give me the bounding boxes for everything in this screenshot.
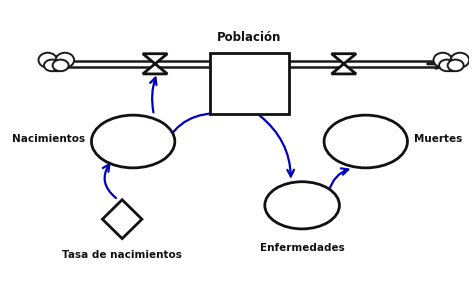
Ellipse shape bbox=[440, 56, 463, 71]
Ellipse shape bbox=[439, 60, 455, 71]
Text: Nacimientos: Nacimientos bbox=[12, 134, 85, 144]
Ellipse shape bbox=[451, 53, 469, 68]
Polygon shape bbox=[143, 64, 167, 74]
Text: Población: Población bbox=[217, 31, 282, 44]
Circle shape bbox=[324, 115, 408, 168]
Ellipse shape bbox=[45, 56, 67, 71]
Ellipse shape bbox=[53, 60, 69, 71]
Ellipse shape bbox=[44, 60, 60, 71]
Text: Tasa de nacimientos: Tasa de nacimientos bbox=[62, 250, 182, 260]
Polygon shape bbox=[331, 64, 356, 74]
Ellipse shape bbox=[56, 53, 74, 68]
Ellipse shape bbox=[38, 53, 57, 68]
Polygon shape bbox=[143, 54, 167, 64]
Ellipse shape bbox=[447, 60, 464, 71]
Circle shape bbox=[91, 115, 175, 168]
Ellipse shape bbox=[434, 53, 452, 68]
Text: Enfermedades: Enfermedades bbox=[260, 243, 345, 253]
Text: Muertes: Muertes bbox=[414, 134, 462, 144]
Bar bbox=[210, 53, 289, 114]
Polygon shape bbox=[331, 54, 356, 64]
Circle shape bbox=[265, 182, 339, 229]
